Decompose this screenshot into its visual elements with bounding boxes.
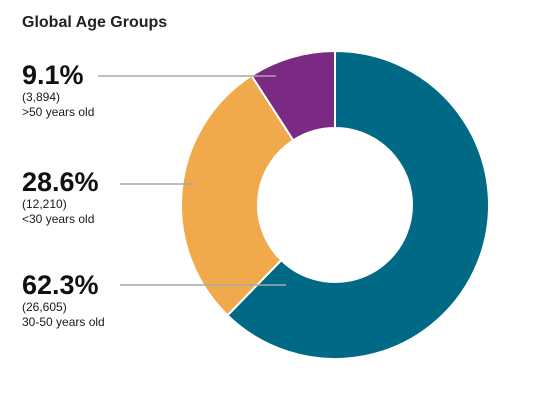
label-under-30: 28.6% (12,210) <30 years old (22, 167, 99, 227)
age-30-50-count: (26,605) (22, 300, 67, 314)
under-30-group-label: <30 years old (22, 212, 95, 226)
over-50-count: (3,894) (22, 90, 61, 104)
slice-under-30 (180, 74, 295, 317)
chart-title: Global Age Groups (22, 14, 168, 31)
over-50-percent: 9.1% (22, 60, 84, 90)
label-30-50: 62.3% (26,605) 30-50 years old (22, 270, 105, 330)
over-50-group-label: >50 years old (22, 105, 95, 119)
under-30-count: (12,210) (22, 197, 67, 211)
under-30-percent: 28.6% (22, 167, 99, 197)
slice-over-50 (250, 49, 336, 142)
label-over-50: 9.1% (3,894) >50 years old (22, 60, 94, 120)
age-30-50-percent: 62.3% (22, 270, 99, 300)
slice-30-50 (226, 49, 490, 360)
age-30-50-group-label: 30-50 years old (22, 315, 105, 329)
